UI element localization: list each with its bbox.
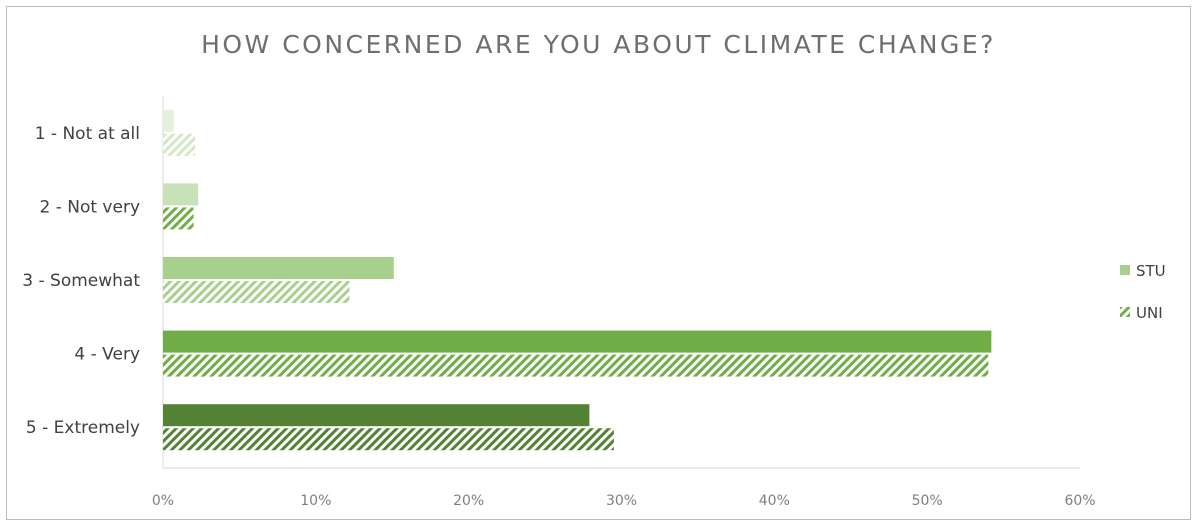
y-tick-label: 3 - Somewhat [22, 271, 140, 291]
bar-uni-4 [163, 354, 989, 377]
bar-uni-5 [163, 428, 614, 451]
bar-stu-2 [163, 183, 199, 206]
legend-swatch-uni [1120, 307, 1130, 317]
x-tick-label: 60% [1064, 493, 1095, 509]
legend-label-stu: STU [1136, 262, 1166, 280]
legend-swatch-stu [1120, 265, 1130, 275]
chart-title: HOW CONCERNED ARE YOU ABOUT CLIMATE CHAN… [201, 30, 996, 59]
bar-stu-3 [163, 257, 394, 279]
bar-stu-4 [163, 330, 992, 353]
y-tick-label: 2 - Not very [39, 197, 140, 217]
x-tick-label: 10% [300, 493, 331, 509]
bar-uni-1 [163, 133, 196, 156]
x-tick-label: 50% [912, 493, 943, 509]
bar-stu-5 [163, 404, 590, 427]
x-tick-label: 0% [152, 493, 174, 509]
y-tick-label: 1 - Not at all [35, 124, 140, 144]
bar-stu-1 [163, 109, 174, 132]
legend-label-uni: UNI [1136, 304, 1163, 322]
x-tick-label: 30% [606, 493, 637, 509]
bar-uni-2 [163, 207, 194, 230]
x-tick-label: 20% [453, 493, 484, 509]
x-tick-label: 40% [759, 493, 790, 509]
y-tick-label: 4 - Very [74, 345, 140, 365]
y-tick-label: 5 - Extremely [26, 418, 140, 438]
bar-uni-3 [163, 281, 350, 303]
